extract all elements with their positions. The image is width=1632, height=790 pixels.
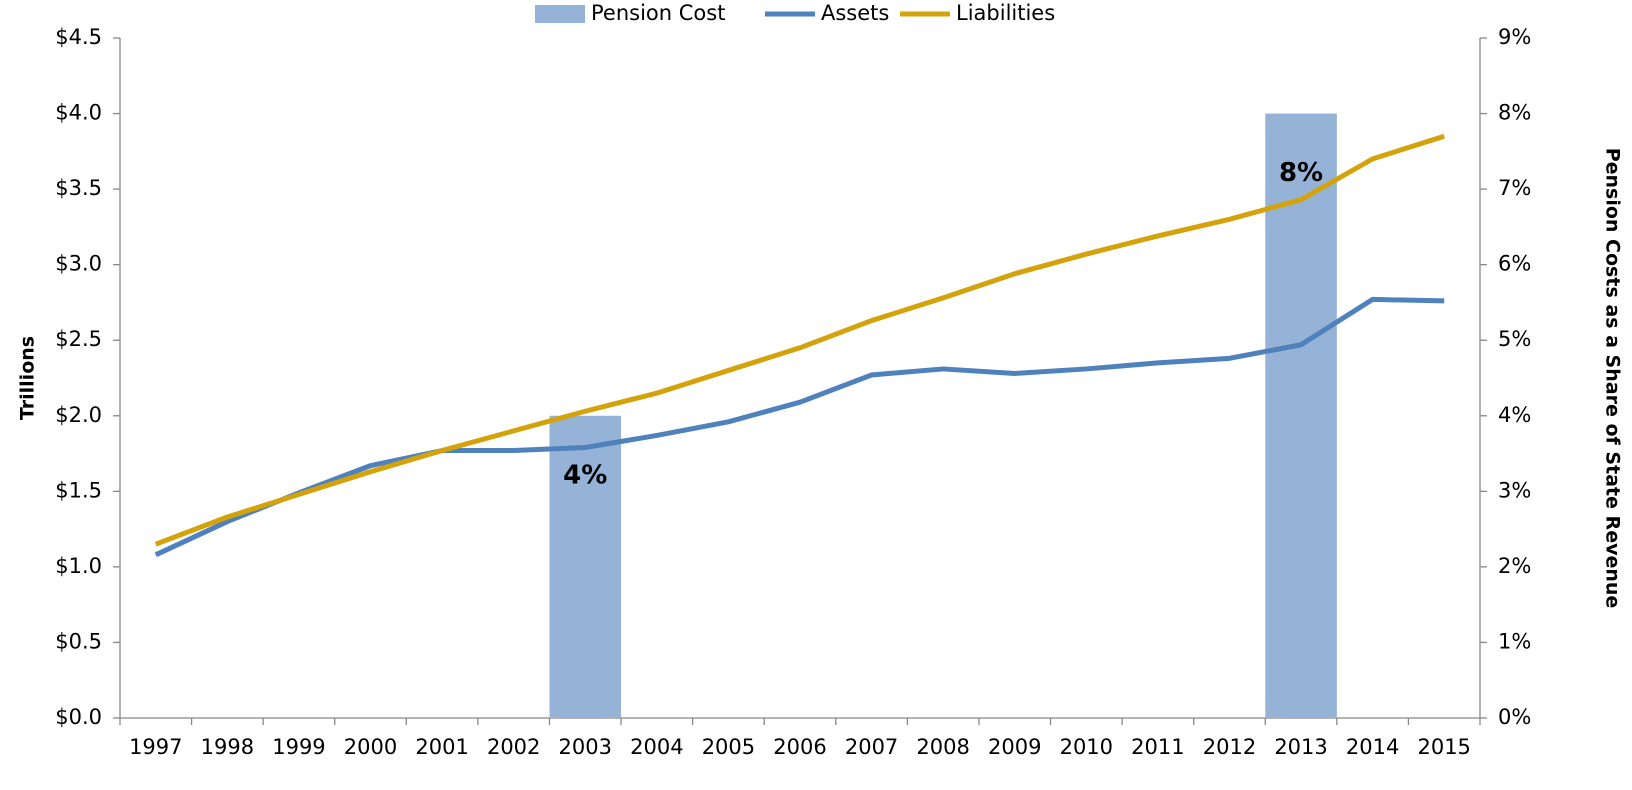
y-tick-label: $2.5 <box>55 327 102 351</box>
legend-label: Assets <box>821 1 889 25</box>
y2-tick-label: 7% <box>1498 176 1531 200</box>
x-tick-label: 2000 <box>344 735 397 759</box>
x-tick-label: 2002 <box>487 735 540 759</box>
x-tick-label: 2009 <box>988 735 1041 759</box>
x-tick-label: 2014 <box>1346 735 1399 759</box>
y-tick-label: $1.5 <box>55 478 102 502</box>
y-tick-label: $0.0 <box>55 705 102 729</box>
bar <box>1265 113 1337 719</box>
y2-tick-label: 0% <box>1498 705 1531 729</box>
y2-tick-label: 5% <box>1498 327 1531 351</box>
data-label: 8% <box>1279 158 1323 188</box>
x-tick-label: 2005 <box>702 735 755 759</box>
line <box>154 133 1445 547</box>
x-tick-label: 1999 <box>272 735 325 759</box>
x-tick-label: 2011 <box>1131 735 1184 759</box>
y-tick-label: $3.0 <box>55 252 102 276</box>
x-tick-label: 1998 <box>201 735 254 759</box>
y2-tick-label: 3% <box>1498 478 1531 502</box>
y-tick-label: $1.0 <box>55 554 102 578</box>
y-tick-label: $2.0 <box>55 403 102 427</box>
y-tick-label: $4.5 <box>55 25 102 49</box>
bar <box>549 415 622 718</box>
x-tick-label: 2001 <box>415 735 468 759</box>
x-tick-label: 1997 <box>129 735 182 759</box>
x-tick-label: 2012 <box>1203 735 1256 759</box>
legend-label: Pension Cost <box>591 1 725 25</box>
legend-swatch <box>535 5 585 23</box>
x-tick-label: 2010 <box>1060 735 1113 759</box>
y2-tick-label: 4% <box>1498 403 1531 427</box>
x-tick-label: 2003 <box>559 735 612 759</box>
y2-tick-label: 1% <box>1498 629 1531 653</box>
x-tick-label: 2015 <box>1417 735 1470 759</box>
x-tick-label: 2007 <box>845 735 898 759</box>
y-tick-label: $0.5 <box>55 629 102 653</box>
x-tick-label: 2004 <box>630 735 683 759</box>
line <box>154 296 1445 558</box>
y2-tick-label: 6% <box>1498 252 1531 276</box>
y2-tick-label: 2% <box>1498 554 1531 578</box>
x-tick-label: 2013 <box>1274 735 1327 759</box>
y2-tick-label: 8% <box>1498 101 1531 125</box>
legend-label: Liabilities <box>956 1 1055 25</box>
y2-tick-label: 9% <box>1498 25 1531 49</box>
y-axis-title: Trillions <box>17 336 39 420</box>
x-tick-label: 2006 <box>773 735 826 759</box>
x-tick-label: 2008 <box>916 735 969 759</box>
y-tick-label: $4.0 <box>55 101 102 125</box>
data-label: 4% <box>563 460 607 490</box>
y-tick-label: $3.5 <box>55 176 102 200</box>
y2-axis-title: Pension Costs as a Share of State Revenu… <box>1602 148 1624 609</box>
